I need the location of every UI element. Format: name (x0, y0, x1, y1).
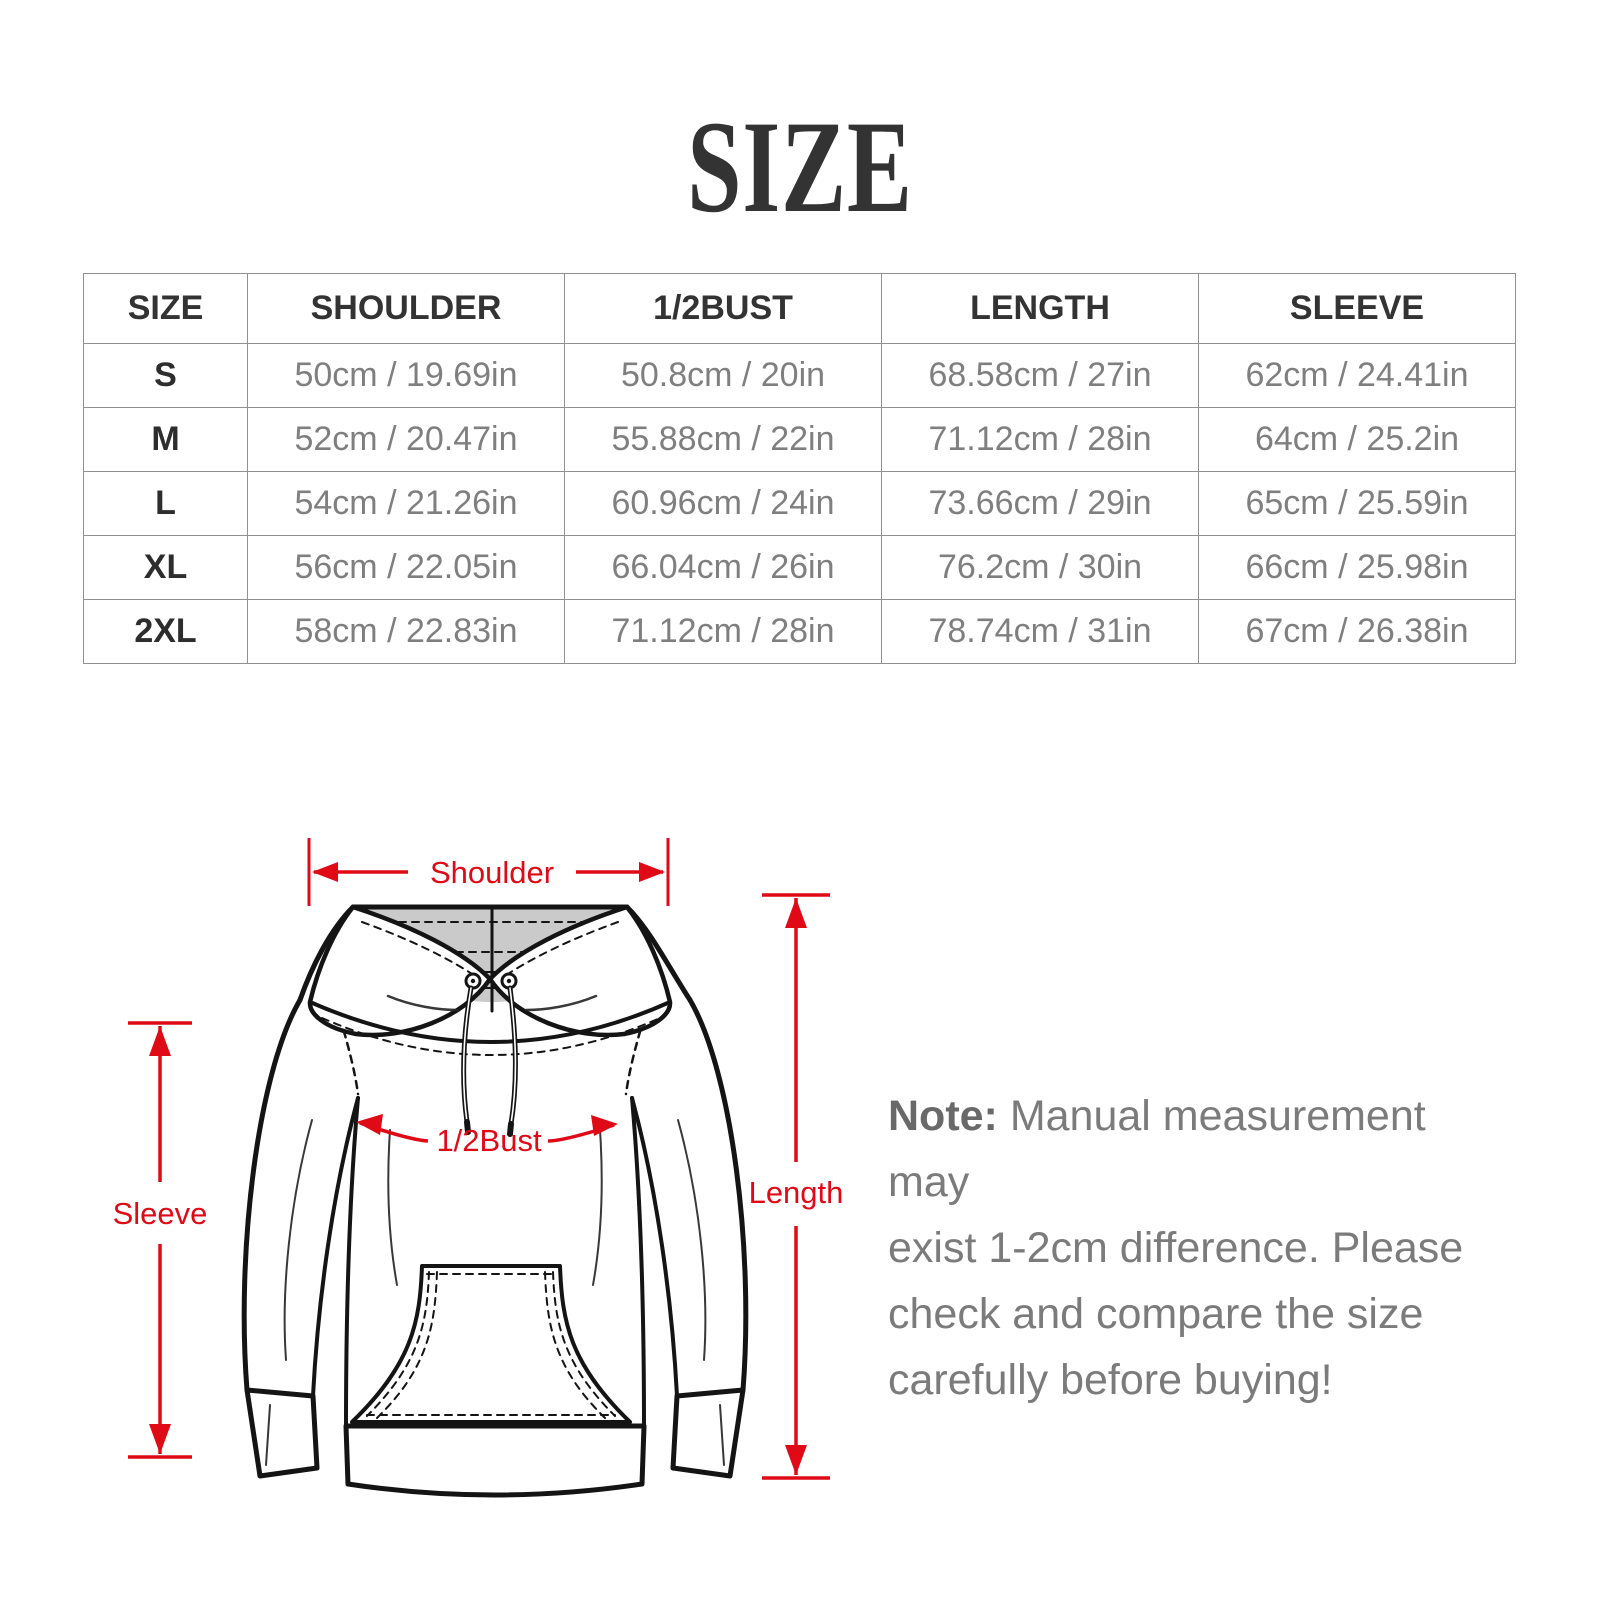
table-row-xl: XL 56cm / 22.05in 66.04cm / 26in 76.2cm / 3… (83, 535, 1516, 600)
measurement-cell: 56cm / 22.05in (247, 535, 565, 600)
length-measure-arrow: Length (749, 893, 844, 1480)
table-row-2xl: 2XL 58cm / 22.83in 71.12cm / 28in 78.74cm /… (83, 599, 1516, 664)
measurement-cell: 66.04cm / 26in (564, 535, 882, 600)
row-size-label: L (83, 471, 248, 536)
column-header-1-2bust: 1/2BUST (564, 273, 882, 344)
measurement-cell: 71.12cm / 28in (564, 599, 882, 664)
measurement-cell: 58cm / 22.83in (247, 599, 565, 664)
measurement-cell: 71.12cm / 28in (881, 407, 1199, 472)
note-line: exist 1-2cm difference. Please (888, 1224, 1464, 1272)
note-line: carefully before buying! (888, 1356, 1333, 1404)
measurement-cell: 68.58cm / 27in (881, 343, 1199, 408)
row-size-label: 2XL (83, 599, 248, 664)
size-table-head-row: SIZE SHOULDER 1/2BUST LENGTH SLEEVE (83, 273, 1516, 344)
column-header-sleeve: SLEEVE (1198, 273, 1516, 344)
column-header-size: SIZE (83, 273, 248, 344)
measurement-cell: 50cm / 19.69in (247, 343, 565, 408)
cuffs (244, 1387, 746, 1479)
note-prefix: Note: (888, 1092, 998, 1140)
measurement-cell: 55.88cm / 22in (564, 407, 882, 472)
measurement-cell: 64cm / 25.2in (1198, 407, 1516, 472)
page-title: SIZE (687, 93, 913, 240)
note-line: Note: Manual measurement may (888, 1092, 1426, 1206)
column-header-length: LENGTH (881, 273, 1199, 344)
size-table-body: S 50cm / 19.69in 50.8cm / 20in 68.58cm / 27… (83, 343, 1516, 664)
table-row-s: S 50cm / 19.69in 50.8cm / 20in 68.58cm / 27… (83, 343, 1516, 408)
shoulder-label: Shoulder (430, 855, 554, 890)
measurement-cell: 62cm / 24.41in (1198, 343, 1516, 408)
sleeve-label: Sleeve (113, 1196, 208, 1231)
sleeves (241, 997, 749, 1398)
measurement-cell: 65cm / 25.59in (1198, 471, 1516, 536)
column-header-shoulder: SHOULDER (247, 273, 565, 344)
hem-band (343, 1423, 647, 1498)
measurement-cell: 52cm / 20.47in (247, 407, 565, 472)
measurement-cell: 60.96cm / 24in (564, 471, 882, 536)
sleeve-measure-arrow: Sleeve (113, 1021, 208, 1459)
table-row-m: M 52cm / 20.47in 55.88cm / 22in 71.12cm / 2… (83, 407, 1516, 472)
measurement-cell: 73.66cm / 29in (881, 471, 1199, 536)
row-size-label: M (83, 407, 248, 472)
hoodie-measurement-diagram: Shoulder 1/2Bust Sleeve Length (113, 838, 844, 1498)
measurement-cell: 78.74cm / 31in (881, 599, 1199, 664)
collar-folds (307, 904, 673, 1056)
measurement-note: Note: Manual measurement may exist 1-2cm… (888, 1083, 1488, 1413)
measurement-cell: 66cm / 25.98in (1198, 535, 1516, 600)
kangaroo-pocket (350, 1264, 632, 1424)
row-size-label: XL (83, 535, 248, 600)
measurement-cell: 54cm / 21.26in (247, 471, 565, 536)
hoodie-drawing (241, 904, 749, 1498)
size-table: SIZE SHOULDER 1/2BUST LENGTH SLEEVE S 50cm / … (83, 273, 1516, 664)
shoulder-measure-arrow: Shoulder (307, 838, 670, 906)
length-label: Length (749, 1175, 844, 1210)
drawstrings (461, 972, 518, 1137)
half-bust-measure-arrow: 1/2Bust (356, 1114, 618, 1158)
measurement-cell: 76.2cm / 30in (881, 535, 1199, 600)
measurement-cell: 50.8cm / 20in (564, 343, 882, 408)
note-line: check and compare the size (888, 1290, 1424, 1338)
row-size-label: S (83, 343, 248, 408)
half-bust-label: 1/2Bust (436, 1123, 542, 1158)
body-panel (338, 1016, 646, 1428)
measurement-cell: 67cm / 26.38in (1198, 599, 1516, 664)
table-row-l: L 54cm / 21.26in 60.96cm / 24in 73.66cm / 2… (83, 471, 1516, 536)
